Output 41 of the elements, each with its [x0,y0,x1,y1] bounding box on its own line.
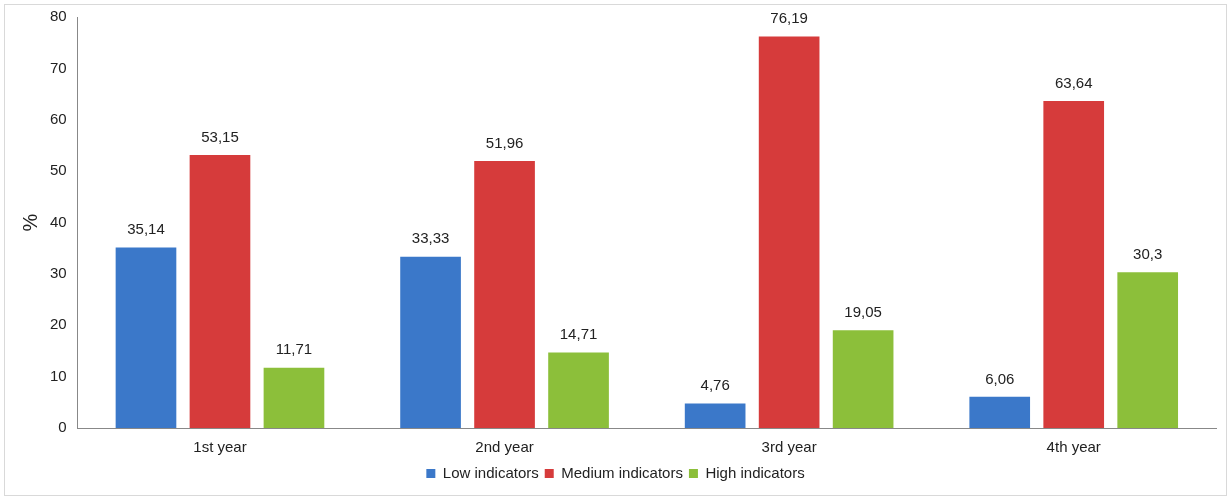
data-label: 51,96 [485,133,524,151]
y-tick-label: 80 [50,7,67,25]
data-label: 63,64 [1054,73,1093,91]
y-tick-label: 70 [50,58,67,76]
data-label: 19,05 [844,302,882,320]
y-tick-label: 20 [50,315,67,333]
y-tick-label: 10 [50,366,67,384]
bar [1117,272,1179,428]
data-label: 11,71 [275,340,313,358]
bar [474,161,535,428]
legend-label: Low indicators [442,463,539,481]
bar [1043,101,1105,428]
data-label: 76,19 [770,9,808,27]
y-tick-label: 60 [50,109,67,127]
bar [684,403,746,428]
data-label: 4,76 [700,376,730,394]
bar [758,36,820,428]
data-label: 53,15 [201,127,239,145]
bar [832,330,894,428]
bar [969,396,1031,428]
x-tick-label: 1st year [193,438,247,456]
x-tick-label: 2nd year [475,438,534,456]
y-axis-title: % [18,213,41,232]
bar [548,352,609,428]
data-label: 6,06 [985,369,1015,387]
y-tick-label: 40 [50,212,67,230]
data-label: 14,71 [559,325,598,343]
legend-label: Medium indicators [561,463,683,481]
y-tick-label: 50 [50,161,67,179]
data-label: 33,33 [411,229,450,247]
bar [115,247,177,428]
y-tick-label: 0 [58,418,67,436]
x-tick-label: 4th year [1046,438,1101,456]
legend-label: High indicators [705,463,805,481]
x-tick-label: 3rd year [761,438,817,456]
data-label: 35,14 [127,220,165,238]
y-tick-label: 30 [50,264,67,282]
bar [189,154,251,428]
data-label: 30,3 [1133,244,1163,262]
bar [400,256,461,428]
bar [263,367,325,428]
